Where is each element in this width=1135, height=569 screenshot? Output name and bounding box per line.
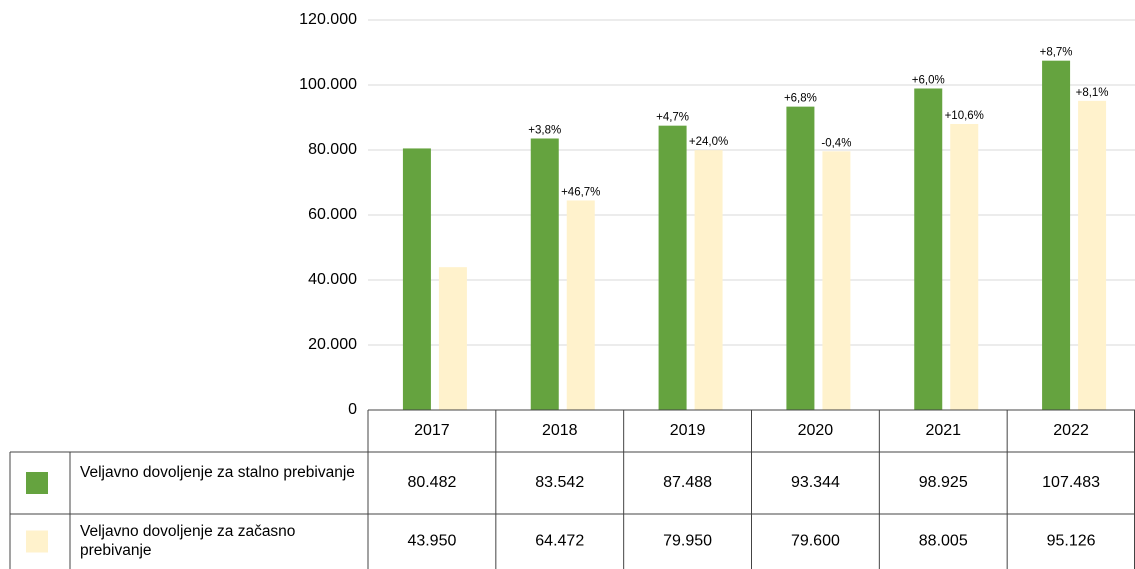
legend-swatch <box>26 530 48 553</box>
x-tick-label: 2018 <box>542 422 578 439</box>
y-tick-label: 100.000 <box>299 76 357 93</box>
bar-annotation: -0,4% <box>821 137 851 149</box>
legend-label-box: Veljavno dovoljenje za stalno prebivanje <box>80 464 355 481</box>
table-cell: 95.126 <box>1047 533 1096 550</box>
bar <box>1042 60 1071 411</box>
bar-annotation: +10,6% <box>945 110 984 122</box>
bar-annotation: +46,7% <box>561 186 600 198</box>
table-cell: 79.600 <box>791 533 840 550</box>
bar-annotation: +6,8% <box>784 93 817 105</box>
bar <box>402 148 431 410</box>
table-cell: 93.344 <box>791 474 840 491</box>
bar <box>566 200 595 410</box>
bar <box>914 88 943 411</box>
bar <box>694 150 723 410</box>
bar <box>1078 100 1107 410</box>
bar <box>438 267 467 410</box>
y-tick-label: 80.000 <box>308 141 357 158</box>
table-cell: 79.950 <box>663 533 712 550</box>
y-tick-label: 20.000 <box>308 336 357 353</box>
bar-annotation: +4,7% <box>656 112 689 124</box>
x-tick-label: 2020 <box>798 422 834 439</box>
x-tick-label: 2021 <box>925 422 961 439</box>
bar-annotation: +24,0% <box>689 136 728 148</box>
table-cell: 80.482 <box>407 474 456 491</box>
y-tick-label: 60.000 <box>308 206 357 223</box>
bar <box>950 123 979 410</box>
bar <box>822 151 851 411</box>
bar <box>530 138 559 410</box>
x-tick-label: 2022 <box>1053 422 1089 439</box>
table-cell: 88.005 <box>919 533 968 550</box>
bar <box>786 106 815 410</box>
bar <box>658 125 687 410</box>
legend-label: Veljavno dovoljenje za začasno prebivanj… <box>80 522 296 559</box>
y-tick-label: 120.000 <box>299 11 357 28</box>
table-cell: 107.483 <box>1042 474 1100 491</box>
bar-annotation: +3,8% <box>528 125 561 137</box>
table-cell: 83.542 <box>535 474 584 491</box>
legend-label: Veljavno dovoljenje za stalno prebivanje <box>80 464 355 481</box>
x-tick-label: 2017 <box>414 422 450 439</box>
y-tick-label: 0 <box>348 401 357 418</box>
bar-annotation: +8,1% <box>1076 87 1109 99</box>
table-cell: 43.950 <box>407 533 456 550</box>
table-cell: 87.488 <box>663 474 712 491</box>
legend-swatch <box>26 472 48 494</box>
table-cell: 98.925 <box>919 474 968 491</box>
x-tick-label: 2019 <box>670 422 706 439</box>
bar-annotation: +8,7% <box>1040 47 1073 59</box>
bar-annotation: +6,0% <box>912 75 945 87</box>
table-cell: 64.472 <box>535 533 584 550</box>
y-tick-label: 40.000 <box>308 271 357 288</box>
legend-label-box: Veljavno dovoljenje za začasno prebivanj… <box>80 522 296 559</box>
